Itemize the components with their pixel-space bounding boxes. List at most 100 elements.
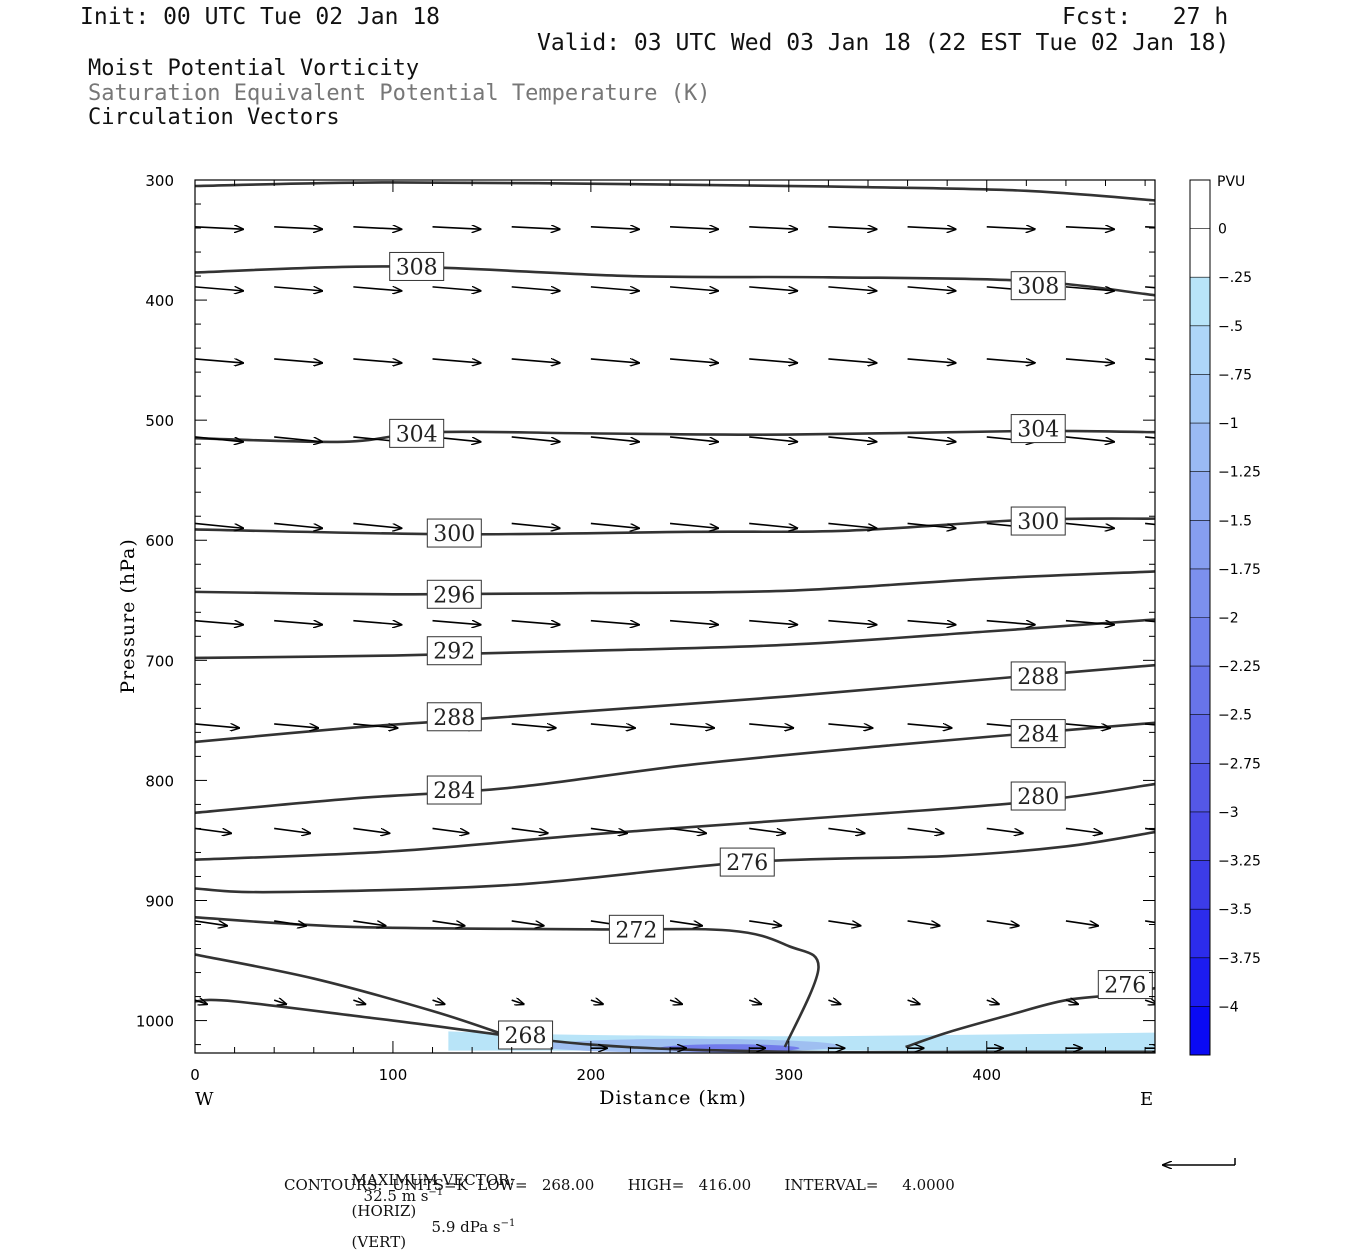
vector-arrow [1065, 619, 1114, 625]
contour-label-text: 300 [433, 522, 475, 547]
colorbar-label: −1.5 [1218, 513, 1252, 529]
vector-arrow [195, 522, 243, 528]
vector-arrow [669, 358, 718, 363]
vector-arrow [1065, 436, 1114, 442]
vector-arrow [1065, 827, 1102, 833]
vector-arrow [195, 286, 243, 291]
vector-arrow [907, 724, 952, 728]
contour-label-text: 284 [433, 779, 475, 804]
vector-arrow [274, 920, 306, 926]
vector-arrow [353, 358, 401, 363]
colorbar-swatch [1190, 180, 1210, 230]
contour-label-280: 280 [1010, 781, 1066, 811]
vector-arrow [590, 436, 639, 442]
vector-arrow [828, 827, 864, 833]
contour-label-268: 268 [498, 1020, 554, 1050]
vector-arrow [986, 920, 1019, 926]
colorbar-label: −1 [1218, 416, 1239, 432]
contour-label-296: 296 [426, 579, 482, 609]
colorbar-label: −2.25 [1218, 659, 1261, 675]
vector-arrow [907, 227, 956, 229]
contour-label-text: 296 [433, 583, 475, 608]
vector-arrow [907, 522, 956, 528]
vector-arrow [353, 619, 401, 625]
vector-arrow [511, 436, 560, 442]
contour-label-box [1010, 271, 1066, 301]
vector-arrow [986, 1000, 999, 1004]
contour-label-272: 272 [608, 914, 664, 944]
vector-arrow [1144, 920, 1155, 924]
contour-label-box [719, 847, 775, 877]
vector-arrow [1065, 286, 1114, 291]
contour-label-text: 284 [1017, 723, 1059, 748]
vector-arrow [353, 827, 389, 833]
vector-arrow [590, 827, 627, 833]
contour-label-text: 280 [1017, 785, 1059, 810]
vector-arrow [432, 358, 481, 363]
vector-arrow [195, 358, 243, 363]
vector-arrow [432, 827, 469, 833]
vector-arrow [1144, 827, 1155, 831]
vector-arrow [749, 724, 793, 728]
colorbar-swatch [1190, 325, 1210, 375]
field-title-thetae: Saturation Equivalent Potential Temperat… [88, 81, 711, 106]
vector-arrow [195, 227, 243, 229]
vector-arrow [986, 358, 1035, 363]
x-tick-label: 0 [190, 1066, 200, 1084]
vert-exponent: −1 [500, 1218, 516, 1229]
contour-label-text: 276 [1104, 974, 1146, 999]
colorbar-label: −3.75 [1218, 951, 1261, 967]
vector-arrow [511, 619, 560, 625]
colorbar-label: −3.25 [1218, 854, 1261, 870]
contour-label-308: 308 [389, 251, 445, 281]
contour-label-304: 304 [389, 418, 445, 448]
contour-line-12 [195, 953, 503, 1036]
vector-arrow [669, 827, 706, 833]
vector-arrow [907, 827, 944, 833]
colorbar-label: −2.75 [1218, 756, 1261, 772]
forecast-hour: Fcst: 27 h [1062, 4, 1229, 30]
contour-label-300: 300 [426, 518, 482, 548]
vector-arrow [432, 227, 481, 229]
vector-arrow [511, 358, 560, 363]
vector-arrow [749, 619, 797, 625]
valid-time: Valid: 03 UTC Wed 03 Jan 18 (22 EST Tue … [537, 30, 1230, 56]
x-tick-label: 300 [774, 1066, 803, 1084]
field-title-vectors: Circulation Vectors [88, 105, 340, 130]
vector-arrow [669, 619, 718, 625]
y-tick-label: 1000 [136, 1013, 174, 1031]
vector-arrow [1145, 522, 1155, 526]
y-tick-label: 700 [145, 652, 174, 670]
vector-arrow [669, 436, 718, 442]
contour-line-9 [195, 830, 1155, 894]
vector-arrow [195, 619, 243, 625]
colorbar-swatch [1190, 811, 1210, 862]
contour-label-box [426, 702, 482, 732]
contour-label-text: 308 [396, 255, 438, 280]
y-tick-label: 900 [145, 892, 174, 910]
vector-arrow [749, 827, 785, 833]
vector-arrow [1145, 436, 1155, 439]
colorbar-label: −1.25 [1218, 465, 1261, 481]
vector-arrow [1065, 1000, 1078, 1004]
contour-labels: 308 308 304 304 300 300 296 292 288 288 284 284 280 2… [389, 251, 1153, 1050]
colorbar-label: −1.75 [1218, 562, 1261, 578]
vector-arrow [1065, 724, 1110, 728]
vector-arrow [274, 619, 322, 625]
vector-arrow [1065, 358, 1114, 363]
horiz-tag: (HORIZ) [351, 1202, 417, 1220]
vector-arrow [749, 286, 797, 291]
vector-arrow [907, 920, 940, 926]
contour-label-text: 300 [1017, 510, 1059, 535]
vector-arrow [986, 227, 1035, 229]
vector-arrow [907, 619, 956, 625]
vector-arrow [1065, 227, 1114, 229]
vector-arrow [511, 827, 548, 833]
colorbar-swatch [1190, 277, 1210, 327]
vector-arrow [1145, 358, 1155, 361]
y-tick-label: 300 [145, 172, 174, 190]
contour-label-text: 268 [505, 1024, 547, 1049]
field-title-mpv: Moist Potential Vorticity [88, 56, 420, 81]
horiz-exponent: −1 [428, 1187, 444, 1198]
y-axis-label: Pressure (hPa) [117, 538, 139, 694]
